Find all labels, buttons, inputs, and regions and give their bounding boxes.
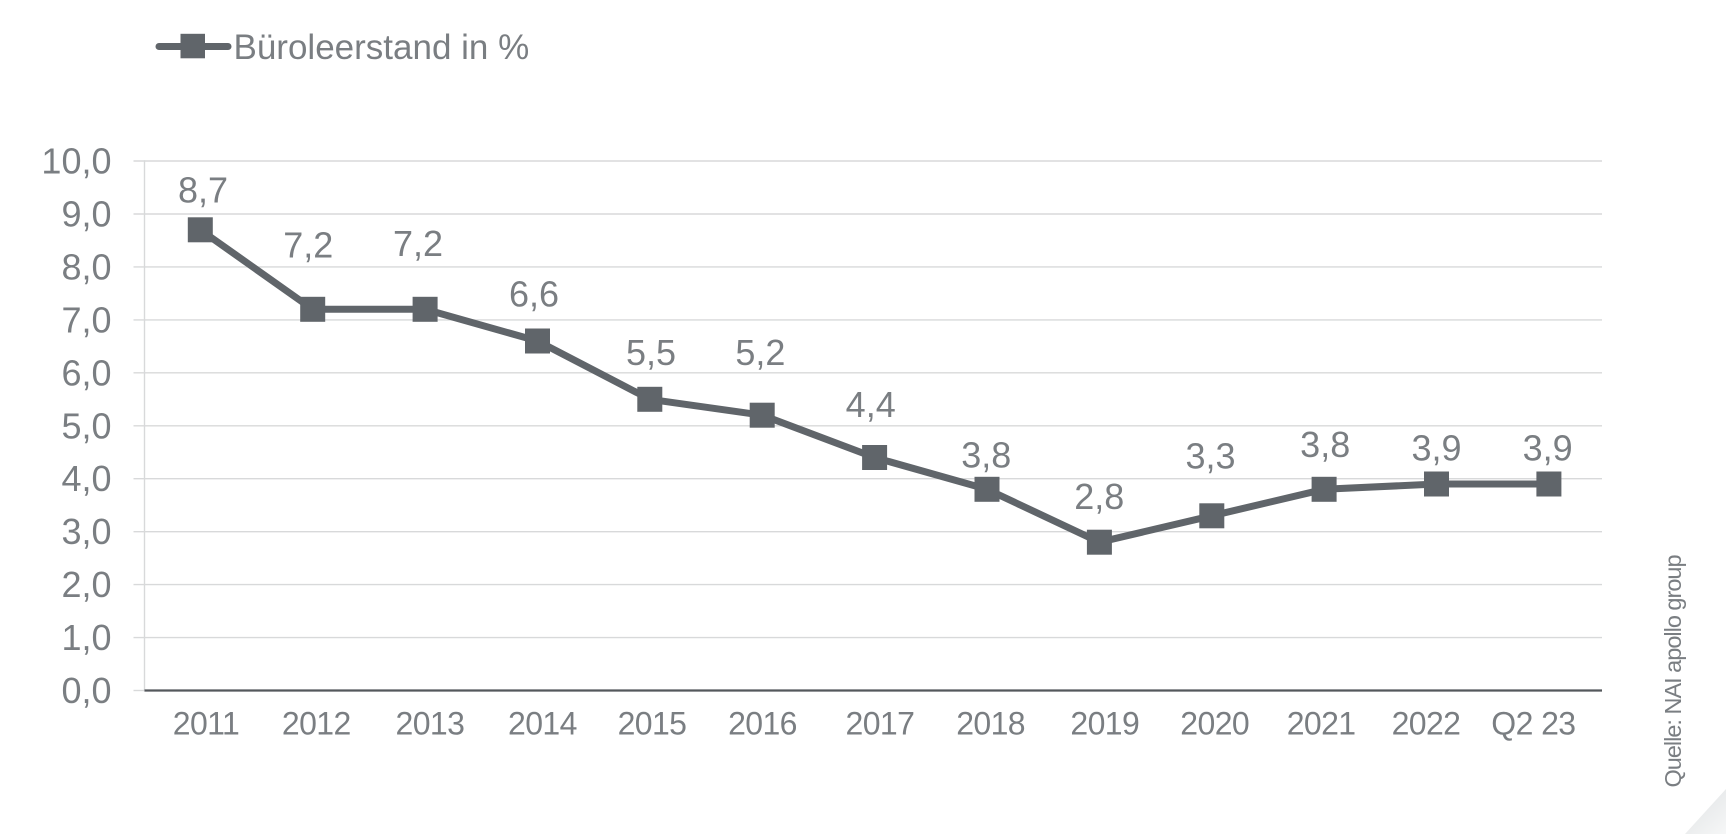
svg-text:3,3: 3,3: [1185, 436, 1235, 477]
svg-text:2012: 2012: [282, 706, 351, 742]
svg-text:10,0: 10,0: [41, 141, 111, 182]
svg-text:0,0: 0,0: [61, 670, 111, 711]
svg-text:2015: 2015: [618, 706, 687, 742]
svg-text:3,9: 3,9: [1411, 428, 1461, 469]
svg-text:3,0: 3,0: [61, 511, 111, 552]
svg-text:2019: 2019: [1070, 706, 1139, 742]
svg-text:2017: 2017: [846, 706, 915, 742]
svg-text:7,0: 7,0: [61, 299, 111, 340]
svg-text:2014: 2014: [508, 706, 577, 742]
svg-text:2011: 2011: [173, 706, 239, 742]
svg-text:2018: 2018: [956, 706, 1025, 742]
svg-text:2013: 2013: [396, 706, 465, 742]
svg-text:2021: 2021: [1287, 706, 1356, 742]
svg-text:5,0: 5,0: [61, 405, 111, 446]
svg-text:7,2: 7,2: [393, 223, 443, 264]
svg-text:1,0: 1,0: [61, 617, 111, 658]
svg-text:2020: 2020: [1180, 706, 1249, 742]
svg-text:9,0: 9,0: [61, 194, 111, 235]
svg-text:3,8: 3,8: [961, 435, 1011, 476]
svg-text:4,0: 4,0: [61, 458, 111, 499]
svg-text:8,7: 8,7: [178, 170, 228, 211]
svg-text:2,8: 2,8: [1074, 476, 1124, 517]
svg-text:8,0: 8,0: [61, 246, 111, 287]
svg-text:6,6: 6,6: [509, 274, 559, 315]
svg-text:3,9: 3,9: [1523, 428, 1573, 469]
svg-text:2016: 2016: [728, 706, 797, 742]
svg-text:2022: 2022: [1392, 706, 1461, 742]
svg-text:Quelle: NAI apollo group: Quelle: NAI apollo group: [1660, 555, 1686, 788]
svg-text:Q2 23: Q2 23: [1491, 706, 1575, 742]
svg-text:3,8: 3,8: [1300, 424, 1350, 465]
svg-text:2,0: 2,0: [61, 564, 111, 605]
svg-text:7,2: 7,2: [283, 225, 333, 266]
svg-text:Büroleerstand in %: Büroleerstand in %: [234, 28, 530, 67]
svg-text:4,4: 4,4: [846, 384, 896, 425]
svg-text:5,2: 5,2: [735, 332, 785, 373]
svg-text:6,0: 6,0: [61, 352, 111, 393]
svg-text:5,5: 5,5: [626, 332, 676, 373]
